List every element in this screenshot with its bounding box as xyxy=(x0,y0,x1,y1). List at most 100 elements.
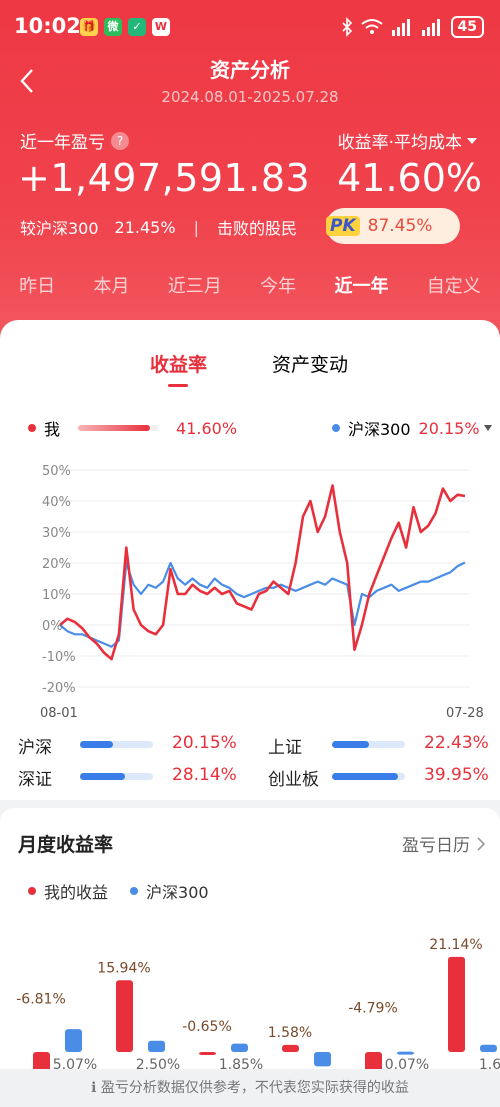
battery-indicator: 45 xyxy=(450,16,484,38)
legend-me-line-tail xyxy=(150,425,159,431)
bar-index-return[interactable] xyxy=(231,1043,248,1052)
help-icon[interactable]: ? xyxy=(111,131,129,150)
y-tick-label: 40% xyxy=(42,495,71,510)
beat-value: 87.45% xyxy=(367,216,433,236)
bar-my-return[interactable] xyxy=(116,980,133,1052)
tab-yesterday[interactable]: 昨日 xyxy=(19,276,56,297)
monthly-legend: 我的收益 沪深300 xyxy=(28,879,209,903)
tab-custom[interactable]: 自定义 xyxy=(426,276,481,297)
compare-row: 较沪深300 21.45% | 击败的股民 xyxy=(20,215,297,239)
bar-index-return[interactable] xyxy=(148,1040,165,1052)
divider: | xyxy=(193,217,199,237)
index-value-hs: 20.15% xyxy=(172,733,237,753)
tab-this-month[interactable]: 本月 xyxy=(93,276,130,297)
tab-three-months[interactable]: 近三月 xyxy=(167,276,222,297)
check-app-icon: ✓ xyxy=(128,18,146,36)
compare-value: 21.45% xyxy=(114,217,176,237)
wifi-icon xyxy=(360,19,383,34)
y-tick-label: 30% xyxy=(42,526,71,541)
period-tabs: 昨日 本月 近三月 今年 近一年 自定义 xyxy=(0,272,500,298)
dropdown-caret-icon xyxy=(467,137,477,144)
status-time: 10:02 xyxy=(14,14,81,38)
bar-index-label: 0.07% xyxy=(385,1057,429,1069)
legend-index-value: 20.15% xyxy=(418,418,480,438)
index-bar-cyb xyxy=(332,773,405,780)
index-name-hs: 沪深 xyxy=(18,738,52,758)
rate-label-text: 收益率·平均成本 xyxy=(337,133,462,153)
disclaimer-text: 盈亏分析数据仅供参考，不代表您实际获得的收益 xyxy=(100,1080,409,1096)
monthly-legend-me: 我的收益 xyxy=(44,883,109,902)
bar-my-label: 1.58% xyxy=(268,1025,312,1041)
me-dot-icon xyxy=(28,424,36,432)
wechat-app-icon: 微 xyxy=(104,18,122,36)
index-value-cyb: 39.95% xyxy=(424,765,489,785)
pnl-label-text: 近一年盈亏 xyxy=(20,133,105,153)
segment-asset-change[interactable]: 资产变动 xyxy=(272,354,349,376)
bluetooth-icon xyxy=(341,17,352,37)
bar-index-return[interactable] xyxy=(314,1052,331,1067)
y-tick-label: 20% xyxy=(42,557,71,572)
tab-this-year[interactable]: 今年 xyxy=(260,276,297,297)
pk-icon: PK xyxy=(326,216,360,236)
index-bar-fill-hs xyxy=(80,741,113,748)
legend-me-line xyxy=(78,425,151,431)
x-tick-end: 07-28 xyxy=(446,706,484,721)
legend-index[interactable]: 沪深300 20.15% xyxy=(332,416,493,440)
back-arrow-icon[interactable] xyxy=(14,66,44,96)
bar-index-return[interactable] xyxy=(480,1044,497,1052)
bar-index-label: 2.50% xyxy=(136,1057,180,1069)
segment-return-rate[interactable]: 收益率 xyxy=(150,354,208,376)
bar-index-return[interactable] xyxy=(397,1051,414,1055)
notification-icons: 🎁 微 ✓ W xyxy=(80,18,170,36)
info-icon: ℹ xyxy=(91,1080,97,1096)
y-tick-label: 0% xyxy=(42,619,63,634)
index-bar-sh xyxy=(332,741,405,748)
bar-my-label: -6.81% xyxy=(16,991,66,1007)
pnl-value: +1,497,591.83 xyxy=(18,156,311,200)
pk-badge[interactable]: PK 87.45% xyxy=(326,208,460,244)
series-me-line xyxy=(59,484,466,661)
status-right: 45 xyxy=(341,16,484,38)
bar-index-return[interactable] xyxy=(65,1029,82,1052)
index-value-sz: 28.14% xyxy=(172,765,237,785)
rate-label-dropdown[interactable]: 收益率·平均成本 xyxy=(338,128,478,153)
index-name-sh: 上证 xyxy=(268,738,302,758)
segment-indicator xyxy=(168,384,188,387)
legend-me: 我 41.60% xyxy=(28,416,237,440)
monthly-legend-index: 沪深300 xyxy=(146,883,209,902)
bar-my-return[interactable] xyxy=(365,1052,382,1069)
index-bar-hs xyxy=(80,741,153,748)
y-tick-label: -20% xyxy=(42,681,76,696)
monthly-bar-chart[interactable]: -6.81% 5.07% 15.94% 2.50% -0.65% 1.85% 1.58% -4… xyxy=(0,930,500,1069)
date-range: 2024.08.01-2025.07.28 xyxy=(161,88,339,106)
x-tick-start: 08-01 xyxy=(40,706,78,721)
calendar-link[interactable]: 盈亏日历 xyxy=(402,831,486,856)
w-app-icon: W xyxy=(152,18,170,36)
index-bar-fill-cyb xyxy=(332,773,398,780)
index-name-cyb: 创业板 xyxy=(268,770,319,790)
bar-my-label: 15.94% xyxy=(97,960,150,976)
tab-one-year[interactable]: 近一年 xyxy=(334,276,389,297)
signal-icon xyxy=(391,19,410,36)
monthly-card xyxy=(0,808,500,1107)
y-tick-label: 50% xyxy=(42,464,71,479)
index-return-dot-icon xyxy=(130,887,139,895)
y-tick-label: 10% xyxy=(42,588,71,603)
pnl-label: 近一年盈亏 ? xyxy=(20,128,129,153)
chart-card xyxy=(0,320,500,800)
bar-my-return[interactable] xyxy=(33,1052,50,1069)
bar-my-return[interactable] xyxy=(199,1052,216,1055)
chevron-right-icon xyxy=(477,836,486,851)
my-return-dot-icon xyxy=(28,887,36,895)
beat-label: 击败的股民 xyxy=(216,219,297,238)
legend-me-label: 我 xyxy=(44,420,61,439)
calendar-link-text: 盈亏日历 xyxy=(402,836,470,856)
legend-caret-icon xyxy=(483,425,492,431)
bar-my-return[interactable] xyxy=(282,1044,299,1052)
bar-index-label: 1.6 xyxy=(479,1057,500,1069)
index-name-sz: 深证 xyxy=(18,770,52,790)
bar-my-label: 21.14% xyxy=(429,937,482,953)
bar-my-return[interactable] xyxy=(448,956,465,1052)
return-line-chart[interactable]: 50% 40% 30% 20% 10% 0% -10% -20% 08-01 07-28 xyxy=(0,455,500,725)
signal-icon-2 xyxy=(421,19,440,36)
